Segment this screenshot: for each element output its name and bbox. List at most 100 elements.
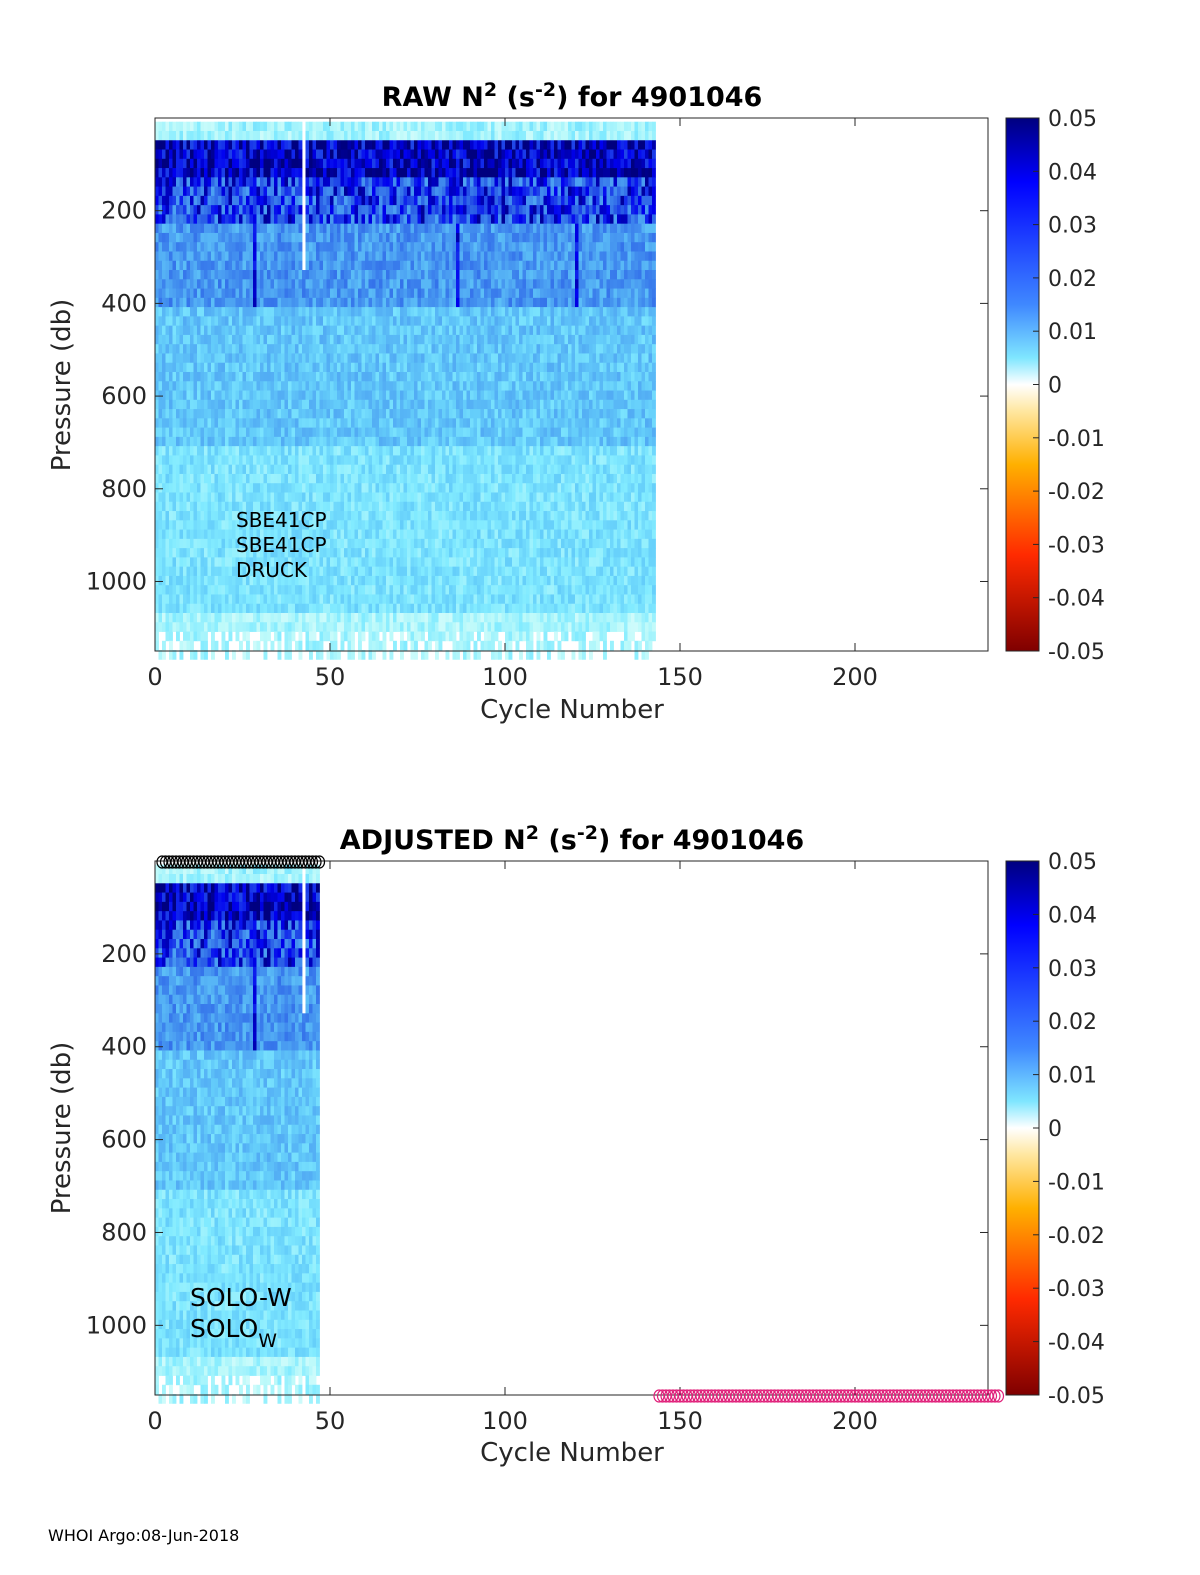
heatmap-cell: [281, 140, 285, 150]
heatmap-cell: [414, 464, 418, 475]
heatmap-cell: [179, 427, 184, 438]
heatmap-cell: [305, 483, 310, 493]
heatmap-cell: [379, 446, 383, 456]
heatmap-cell: [442, 381, 446, 391]
heatmap-cell: [435, 520, 439, 530]
heatmap-cell: [162, 409, 166, 419]
heatmap-cell: [312, 631, 317, 642]
heatmap-cell: [270, 501, 275, 512]
heatmap-cell: [183, 353, 187, 364]
heatmap-cell: [445, 501, 450, 512]
heatmap-cell: [162, 130, 166, 141]
heatmap-cell: [407, 158, 411, 169]
heatmap-cell: [379, 177, 383, 187]
heatmap-cell: [452, 279, 457, 289]
heatmap-cell: [319, 260, 324, 271]
heatmap-cell: [218, 260, 222, 271]
heatmap-cell: [309, 260, 313, 271]
heatmap-cell: [424, 575, 429, 586]
heatmap-cell: [207, 483, 212, 493]
heatmap-cell: [235, 149, 240, 160]
heatmap-cell: [235, 455, 240, 466]
heatmap-cell: [263, 279, 268, 289]
heatmap-cell: [172, 344, 177, 354]
heatmap-cell: [396, 288, 401, 299]
heatmap-cell: [407, 501, 411, 512]
heatmap-cell: [442, 529, 446, 540]
heatmap-cell: [368, 566, 373, 577]
heatmap-cell: [183, 205, 187, 215]
heatmap-cell: [459, 603, 464, 614]
heatmap-cell: [218, 464, 222, 475]
heatmap-cell: [323, 575, 327, 586]
heatmap-cell: [260, 622, 264, 632]
heatmap-cell: [407, 297, 411, 308]
heatmap-cell: [407, 427, 411, 438]
heatmap-cell: [179, 316, 184, 327]
heatmap-cell: [207, 427, 212, 438]
heatmap-cell: [260, 492, 264, 503]
heatmap-cell: [211, 390, 215, 401]
heatmap-cell: [389, 381, 394, 391]
heatmap-cell: [312, 205, 317, 215]
heatmap-cell: [274, 483, 278, 493]
heatmap-cell: [330, 529, 334, 540]
heatmap-cell: [393, 279, 397, 289]
heatmap-cell: [239, 242, 243, 252]
heatmap-cell: [326, 566, 331, 577]
heatmap-cell: [172, 436, 177, 447]
heatmap-cell: [354, 288, 359, 299]
heatmap-cell: [305, 288, 310, 299]
heatmap-cell: [351, 538, 355, 549]
heatmap-cell: [344, 251, 348, 262]
heatmap-cell: [382, 195, 387, 206]
heatmap-cell: [249, 390, 254, 401]
heatmap-cell: [284, 538, 289, 549]
heatmap-cell: [365, 223, 369, 234]
heatmap-cell: [375, 640, 380, 651]
heatmap-cell: [298, 260, 303, 271]
heatmap-cell: [396, 232, 401, 243]
heatmap-cell: [344, 279, 348, 289]
heatmap-cell: [396, 307, 401, 317]
heatmap-cell: [424, 344, 429, 354]
heatmap-cell: [340, 455, 345, 466]
heatmap-cell: [407, 612, 411, 623]
heatmap-cell: [358, 251, 362, 262]
heatmap-cell: [193, 622, 198, 632]
heatmap-cell: [424, 223, 429, 234]
heatmap-cell: [449, 520, 453, 530]
heatmap-cell: [176, 446, 180, 456]
heatmap-cell: [393, 149, 397, 160]
heatmap-cell: [442, 409, 446, 419]
heatmap-cell: [274, 418, 278, 428]
heatmap-cell: [277, 557, 282, 568]
heatmap-cell: [400, 640, 404, 651]
heatmap-cell: [253, 455, 257, 466]
heatmap-cell: [368, 650, 373, 660]
heatmap-cell: [361, 195, 366, 206]
heatmap-cell: [291, 575, 296, 586]
heatmap-cell: [333, 205, 338, 215]
heatmap-cell: [372, 260, 376, 271]
heatmap-cell: [382, 223, 387, 234]
heatmap-cell: [323, 427, 327, 438]
heatmap-cell: [298, 223, 303, 234]
heatmap-cell: [323, 585, 327, 595]
heatmap-cell: [316, 297, 320, 308]
heatmap-cell: [410, 566, 415, 577]
heatmap-cell: [421, 177, 425, 187]
heatmap-cell: [449, 548, 453, 558]
heatmap-cell: [298, 575, 303, 586]
heatmap-cell: [372, 455, 376, 466]
heatmap-cell: [270, 325, 275, 336]
heatmap-cell: [207, 575, 212, 586]
heatmap-cell: [176, 334, 180, 345]
heatmap-cell: [368, 130, 373, 141]
heatmap-cell: [288, 557, 292, 568]
heatmap-cell: [312, 214, 317, 225]
heatmap-cell: [218, 538, 222, 549]
heatmap-cell: [291, 399, 296, 410]
heatmap-cell: [277, 279, 282, 289]
heatmap-cell: [176, 399, 180, 410]
